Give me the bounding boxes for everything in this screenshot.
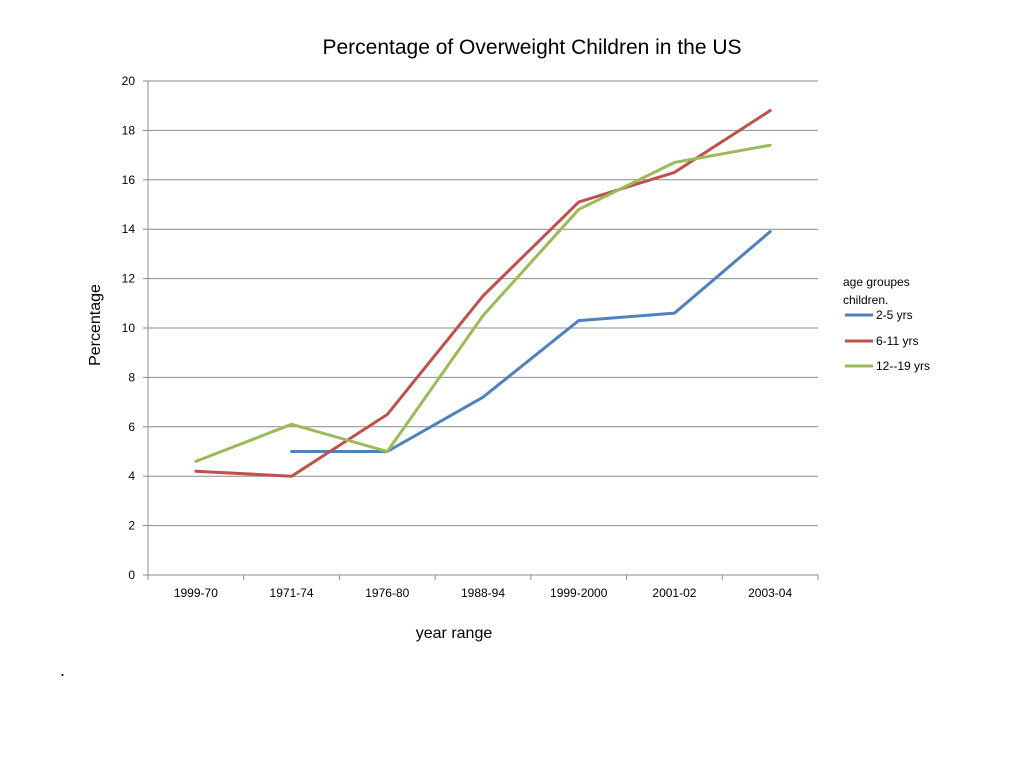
legend-label: 12--19 yrs: [876, 359, 930, 373]
y-tick-label: 16: [122, 173, 136, 187]
series-line-2-5-yrs: [290, 230, 772, 453]
y-tick-label: 0: [128, 568, 135, 582]
y-tick-label: 2: [128, 519, 135, 533]
series-line-12-19-yrs: [194, 143, 772, 463]
gridlines: [143, 80, 818, 576]
x-tick-label: 2001-02: [652, 586, 696, 600]
x-tick-labels: 1999-70 1971-74 1976-80 1988-94 1999-2000 200…: [174, 586, 793, 600]
y-tick-labels: 0 2 4 6 8 10 12 14 16 18 20: [122, 74, 136, 582]
axes: [147, 81, 819, 580]
legend-label: 2-5 yrs: [876, 308, 913, 322]
chart-title: Percentage of Overweight Children in the…: [322, 36, 741, 59]
x-tick-label: 2003-04: [748, 586, 792, 600]
y-tick-label: 12: [122, 272, 136, 286]
y-tick-label: 14: [122, 222, 136, 236]
y-tick-label: 18: [122, 123, 136, 137]
legend-title-line2: children.: [843, 293, 888, 307]
y-tick-label: 6: [128, 420, 135, 434]
x-tick-label: 1976-80: [365, 586, 409, 600]
series-lines: [194, 109, 772, 478]
footnote: .: [60, 660, 66, 680]
x-tick-label: 1988-94: [461, 586, 505, 600]
y-tick-label: 4: [128, 469, 135, 483]
legend: age groupes children. 2-5 yrs 6-11 yrs 12-…: [843, 275, 930, 373]
y-tick-label: 10: [122, 321, 136, 335]
legend-title: age groupes: [843, 275, 910, 289]
x-tick-label: 1999-70: [174, 586, 218, 600]
x-axis-title: year range: [416, 625, 493, 642]
legend-label: 6-11 yrs: [876, 334, 918, 348]
series-line-6-11-yrs: [194, 109, 772, 478]
y-axis-title: Percentage: [87, 284, 104, 366]
x-tick-label: 1971-74: [270, 586, 314, 600]
y-tick-label: 20: [122, 74, 136, 88]
x-tick-label: 1999-2000: [550, 586, 608, 600]
y-tick-label: 8: [128, 370, 135, 384]
